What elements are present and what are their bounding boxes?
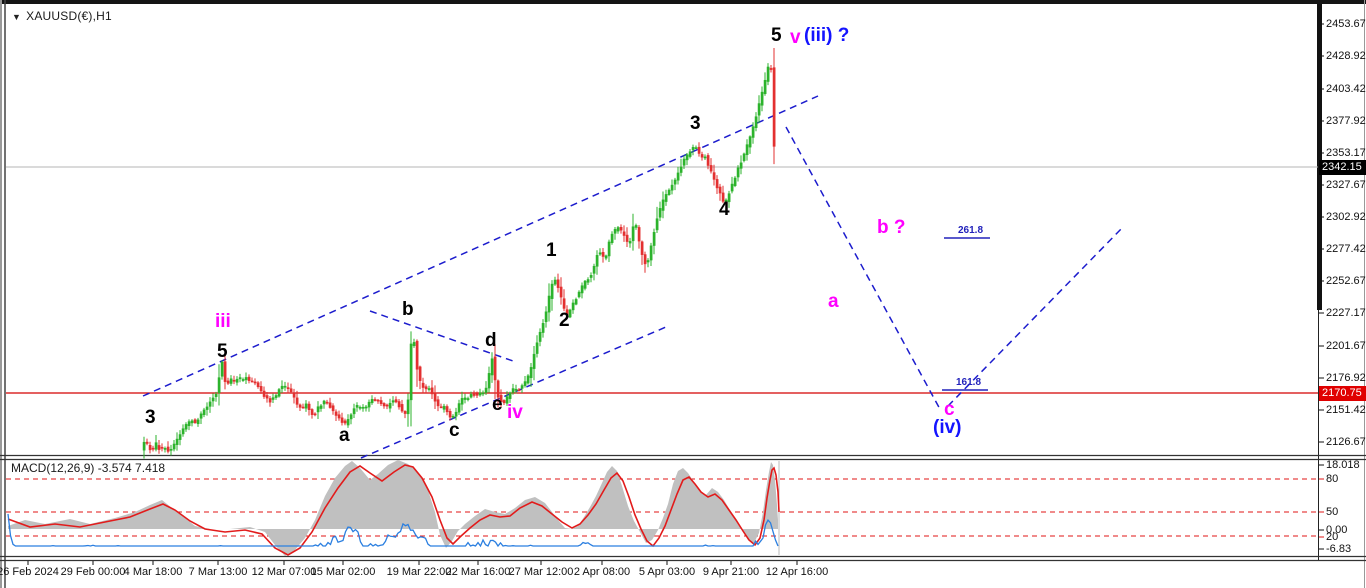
- wave-label-3[interactable]: 3: [690, 113, 701, 134]
- time-axis-label: 19 Mar 22:00: [386, 566, 452, 578]
- wave-label-iii[interactable]: iii: [215, 311, 231, 332]
- time-axis-label: 12 Mar 07:00: [251, 566, 317, 578]
- price-tick-label: 2353.17: [1326, 147, 1366, 159]
- time-axis-label: 27 Mar 12:00: [508, 566, 574, 578]
- time-axis-label: 7 Mar 13:00: [188, 566, 248, 578]
- price-axis-scroll-bar[interactable]: [1317, 4, 1322, 310]
- time-axis-label: 29 Feb 00:00: [60, 566, 126, 578]
- macd-tick-label: 18.018: [1326, 459, 1360, 471]
- wave-label-4[interactable]: 4: [719, 199, 730, 220]
- time-axis-label: 22 Mar 16:00: [445, 566, 511, 578]
- time-axis-label: 4 Mar 18:00: [123, 566, 183, 578]
- macd-tick-label: 80: [1326, 473, 1339, 485]
- macd-tick-label: 0.00: [1326, 524, 1348, 536]
- price-tick-label: 2277.42: [1326, 243, 1366, 255]
- wave-label-5[interactable]: 5: [771, 25, 782, 46]
- macd-histogram-area: [8, 460, 778, 556]
- fib-level-label-261.8[interactable]: 261.8: [958, 225, 984, 236]
- wave-label-b[interactable]: b ?: [877, 217, 906, 238]
- macd-tick-label: 20: [1326, 531, 1339, 543]
- price-tick-label: 2126.67: [1326, 436, 1366, 448]
- price-tick-label: 2252.67: [1326, 275, 1366, 287]
- wave-label-2[interactable]: 2: [559, 310, 570, 331]
- wave-label-v[interactable]: v: [790, 27, 801, 48]
- wave-label-d[interactable]: d: [485, 330, 497, 351]
- price-tick-label: 2377.92: [1326, 115, 1366, 127]
- hline-price-badge: 2170.75: [1319, 386, 1366, 401]
- trendline-5[interactable]: [947, 225, 1125, 407]
- price-tick-label: 2151.42: [1326, 404, 1366, 416]
- symbol-text: XAUUSD(€),H1: [26, 9, 112, 23]
- macd-tick-label: -6.83: [1326, 543, 1352, 555]
- wave-label-1[interactable]: 1: [546, 240, 557, 261]
- wave-label-c[interactable]: c: [449, 420, 460, 441]
- trendline-2[interactable]: [369, 310, 514, 362]
- price-tick-label: 2453.67: [1326, 18, 1366, 30]
- time-axis-label: 26 Feb 2024: [0, 566, 59, 578]
- price-tick-label: 2201.67: [1326, 340, 1366, 352]
- wave-label-3[interactable]: 3: [145, 407, 156, 428]
- fib-level-label-161.8[interactable]: 161.8: [956, 377, 982, 388]
- trendline-1[interactable]: [142, 95, 819, 397]
- wave-label-5[interactable]: 5: [217, 341, 228, 362]
- price-tick-label: 2327.67: [1326, 179, 1366, 191]
- wave-label-c[interactable]: c: [944, 399, 955, 420]
- wave-label-iii[interactable]: (iii) ?: [804, 25, 850, 46]
- price-tick-label: 2176.92: [1326, 372, 1366, 384]
- time-axis-label: 2 Apr 08:00: [573, 566, 631, 578]
- wave-label-iv[interactable]: (iv): [933, 417, 962, 438]
- window-left-border: [0, 0, 2, 588]
- macd-tick-label: 50: [1326, 506, 1339, 518]
- price-tick-label: 2227.17: [1326, 307, 1366, 319]
- current-price-badge: 2342.15: [1319, 160, 1366, 175]
- time-axis-label: 15 Mar 02:00: [310, 566, 376, 578]
- macd-indicator-label: MACD(12,26,9) -3.574 7.418: [11, 461, 166, 475]
- wave-label-a[interactable]: a: [339, 425, 350, 446]
- price-tick-label: 2428.92: [1326, 50, 1366, 62]
- wave-label-b[interactable]: b: [402, 299, 414, 320]
- time-axis-label: 5 Apr 03:00: [638, 566, 696, 578]
- wave-label-e[interactable]: e: [492, 394, 503, 415]
- price-tick-label: 2403.42: [1326, 83, 1366, 95]
- window-top-border: [0, 0, 1366, 4]
- time-axis-label: 12 Apr 16:00: [765, 566, 829, 578]
- time-axis-label: 9 Apr 21:00: [702, 566, 760, 578]
- symbol-label: ▼ XAUUSD(€),H1: [12, 9, 112, 23]
- candlesticks: [142, 47, 776, 459]
- wave-label-iv[interactable]: iv: [507, 402, 523, 423]
- macd-signal-line: [7, 464, 780, 556]
- trendline-4[interactable]: [785, 126, 942, 412]
- wave-label-a[interactable]: a: [828, 291, 839, 312]
- price-tick-label: 2302.92: [1326, 211, 1366, 223]
- macd-fast-line: [7, 513, 779, 548]
- trendline-3[interactable]: [360, 326, 667, 459]
- symbol-dropdown-icon[interactable]: ▼: [12, 12, 22, 22]
